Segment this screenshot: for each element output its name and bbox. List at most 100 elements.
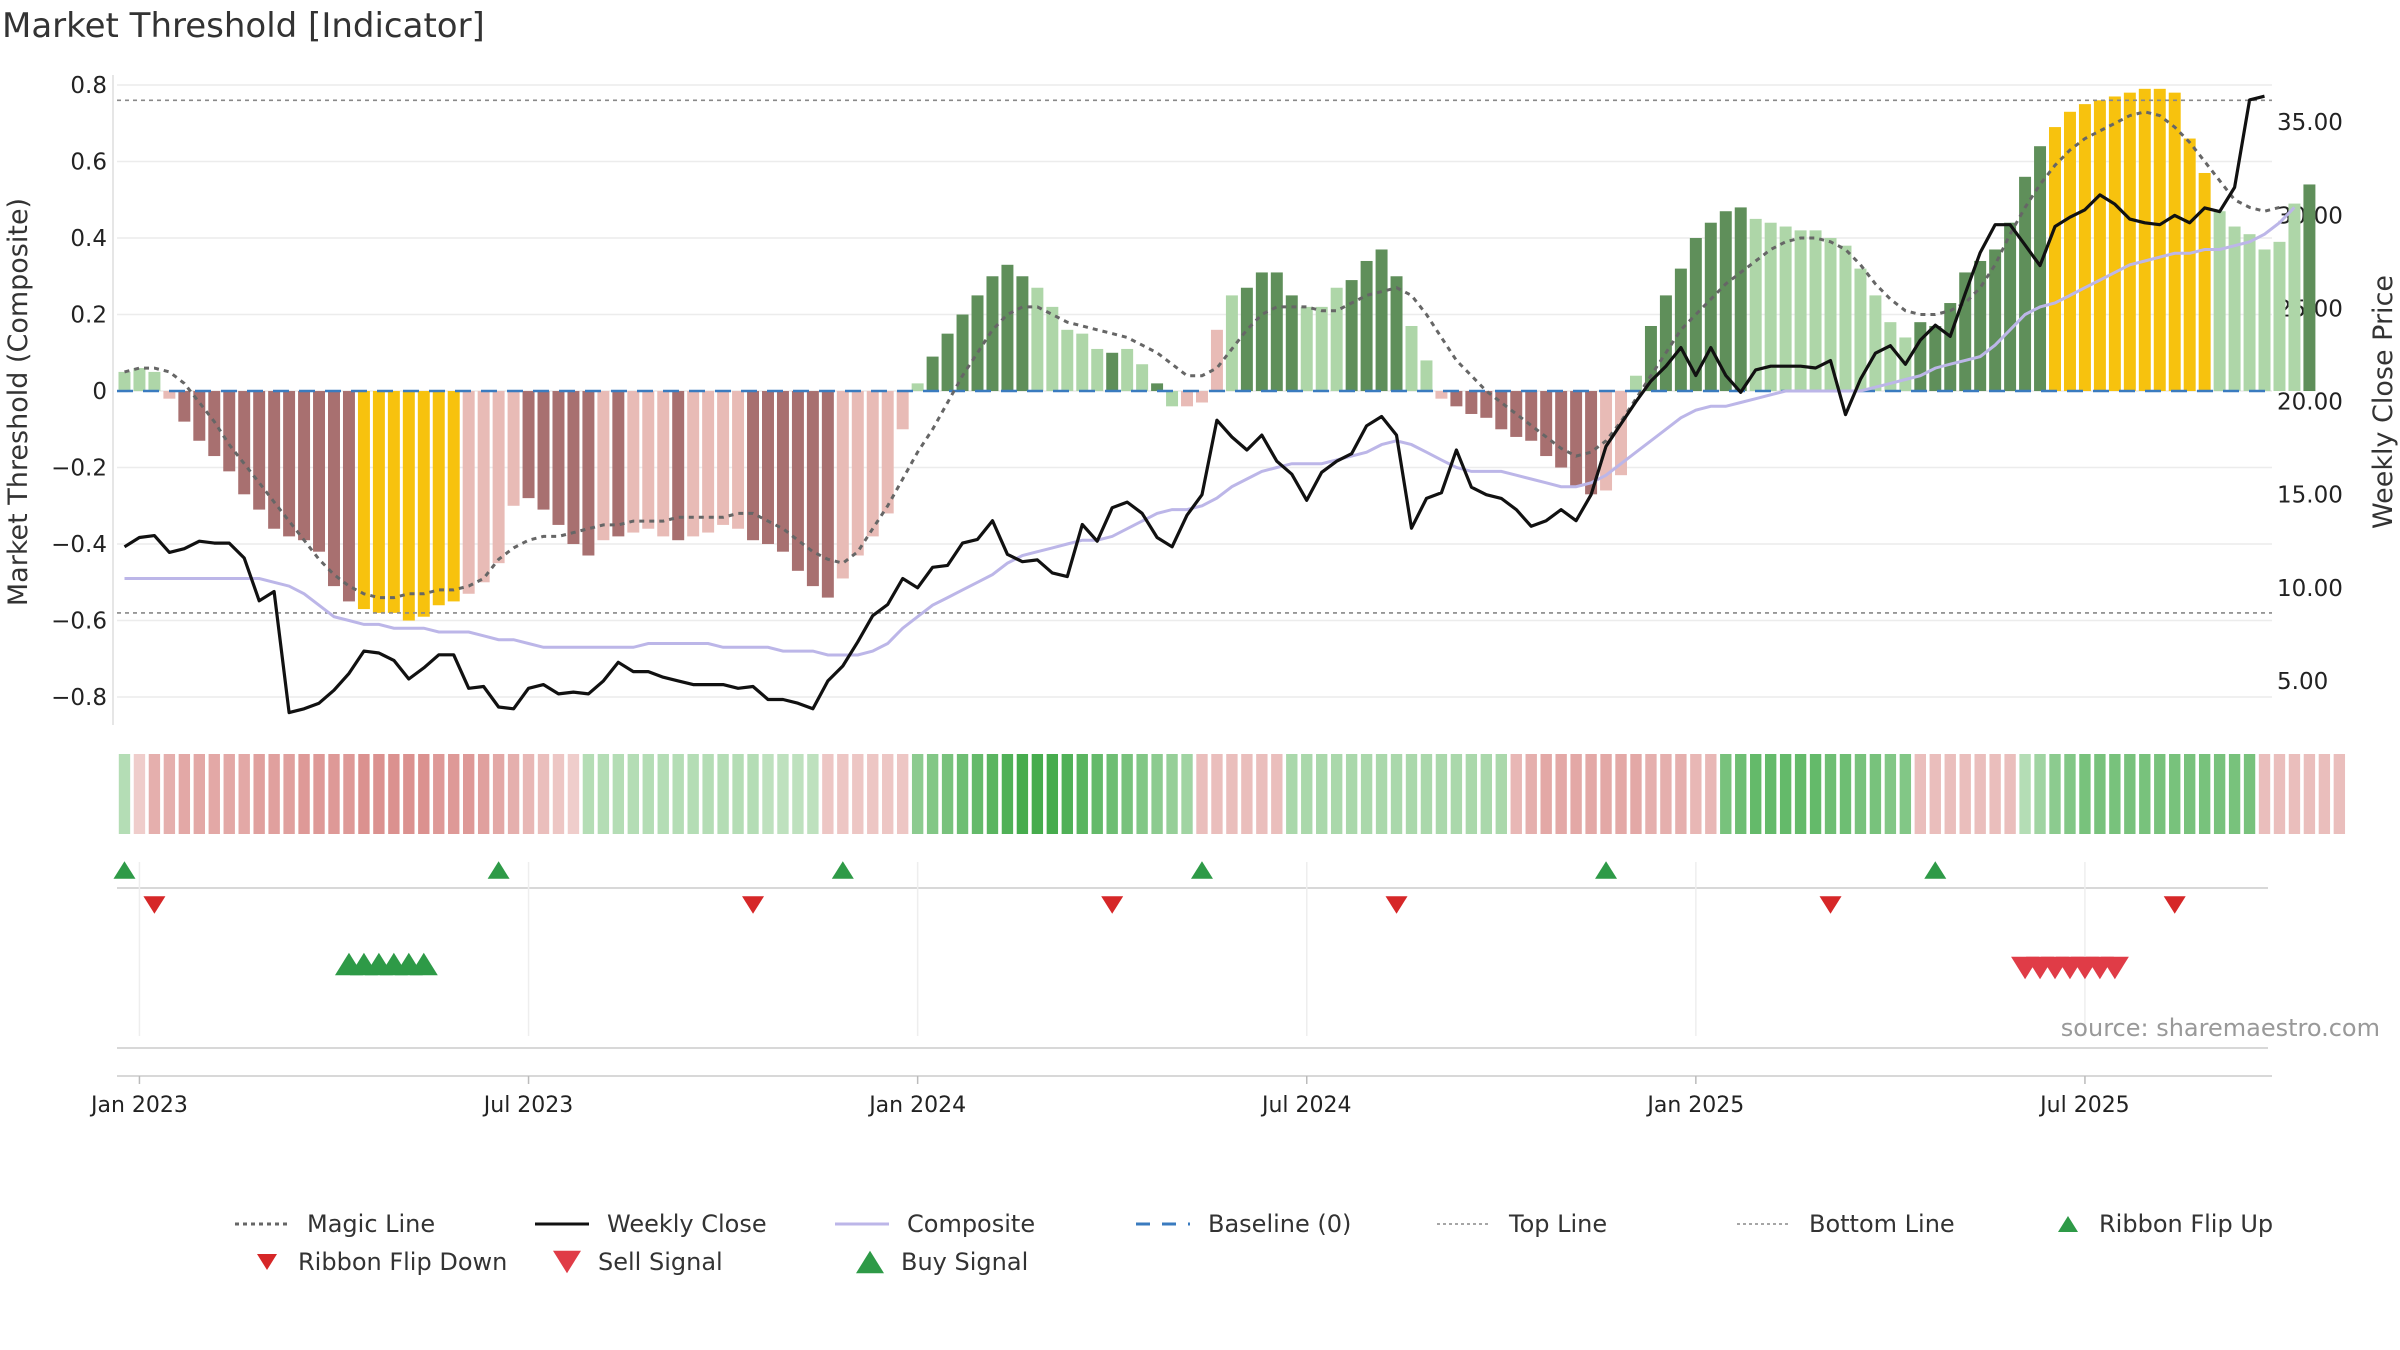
weekly-close-line	[123, 94, 2265, 715]
legend-item: Ribbon Flip Down	[252, 1248, 507, 1276]
composite-bar	[1300, 306, 1313, 392]
ribbon-flip-up-marker	[1924, 861, 1947, 879]
ribbon-cell	[1764, 754, 1777, 834]
ribbon-cell	[358, 754, 370, 834]
legend-swatch	[1136, 1222, 1190, 1226]
ribbon-cell	[1720, 754, 1732, 834]
composite-bar	[1525, 391, 1538, 441]
composite-bar	[762, 391, 774, 545]
ribbon-cell	[477, 754, 490, 834]
legend-item: Sell Signal	[552, 1248, 723, 1276]
composite-bar	[1240, 287, 1253, 392]
legend-label: Buy Signal	[901, 1248, 1029, 1276]
composite-bar	[477, 391, 490, 583]
ribbon-cell	[2318, 754, 2331, 834]
composite-bar	[1016, 276, 1029, 392]
x-tick-label: Jul 2023	[482, 1093, 574, 1118]
ribbon-cell	[268, 754, 280, 834]
composite-bar	[1315, 306, 1328, 392]
ribbon-cell	[2079, 754, 2091, 834]
ribbon-cell	[1779, 754, 1792, 834]
ribbon-cell	[1824, 754, 1837, 834]
ribbon-cell	[2273, 754, 2286, 834]
ribbon-cell	[732, 754, 744, 834]
axis-titles: Market Threshold (Composite) Weekly Close…	[3, 198, 2399, 606]
composite-bar	[402, 391, 415, 621]
composite-bar	[1495, 391, 1508, 430]
composite-bar	[612, 391, 625, 537]
composite-bar	[567, 391, 580, 545]
composite-bar	[1210, 329, 1223, 392]
composite-bar	[1644, 325, 1657, 392]
legend-item: Composite	[833, 1210, 1035, 1238]
composite-bar	[253, 391, 266, 510]
ribbon-cell	[328, 754, 340, 834]
x-tick-label: Jul 2025	[2038, 1093, 2130, 1118]
ribbon-cell	[133, 754, 146, 834]
composite-bar	[2123, 92, 2136, 392]
legend-item: Weekly Close	[533, 1210, 767, 1238]
left-tick-label: −0.2	[51, 456, 107, 482]
composite-bar	[627, 391, 640, 533]
ribbon-cell	[1016, 754, 1029, 834]
x-tick-label: Jan 2024	[867, 1093, 966, 1118]
ribbon-cell	[1525, 754, 1537, 834]
composite-bar	[776, 391, 789, 552]
composite-bar	[1181, 391, 1194, 407]
ribbon-cell	[223, 754, 235, 834]
ribbon-cell	[388, 754, 400, 834]
ribbon-cell	[1690, 754, 1702, 834]
composite-bar	[163, 391, 176, 399]
ribbon-cell	[1345, 754, 1358, 834]
ribbon-cell	[1645, 754, 1657, 834]
ribbon-cell	[582, 754, 595, 834]
ribbon-cell	[1390, 754, 1403, 834]
composite-bar	[387, 391, 400, 613]
composite-bar	[2004, 222, 2017, 392]
legend-swatch	[2058, 1216, 2078, 1232]
ribbon-cell	[1869, 754, 1882, 834]
right-tick-label: 15.00	[2277, 483, 2343, 509]
composite-bar	[1824, 238, 1837, 392]
ribbon-cell	[1630, 754, 1642, 834]
ribbon-cell	[373, 754, 385, 834]
composite-bar	[1106, 352, 1119, 392]
composite-line	[124, 206, 2296, 657]
composite-bar	[1061, 329, 1074, 392]
composite-bar	[1540, 391, 1553, 457]
composite-bar	[971, 295, 984, 392]
ribbon-cell	[1510, 754, 1522, 834]
composite-bar	[2093, 100, 2106, 392]
ribbon-cell	[1375, 754, 1388, 834]
composite-bar	[1345, 280, 1358, 392]
left-tick-label: 0.2	[70, 303, 107, 329]
ribbon-cell	[448, 754, 460, 834]
composite-bar	[866, 391, 879, 537]
ribbon-cell	[1555, 754, 1567, 834]
composite-bar	[1330, 287, 1343, 392]
composite-bar	[732, 391, 745, 529]
ribbon-flip-down-marker	[1819, 896, 1842, 914]
ribbon-cell	[1405, 754, 1418, 834]
ribbon-cell	[418, 754, 430, 834]
ribbon-flip-down-marker	[2163, 896, 2186, 914]
ribbon-cell	[1330, 754, 1343, 834]
ribbon-cell	[238, 754, 250, 834]
ribbon-flip-up-marker	[1190, 861, 1213, 879]
ribbon-cell	[777, 754, 789, 834]
magic-line	[124, 110, 2280, 600]
composite-bar	[2078, 104, 2091, 392]
ribbon-cell	[2169, 754, 2181, 834]
composite-bar	[1974, 260, 1987, 392]
legend-swatch	[1737, 1223, 1791, 1225]
composite-bar	[342, 391, 355, 602]
composite-bar	[1405, 325, 1418, 392]
ribbon-cell	[911, 754, 924, 834]
composite-bar	[1136, 364, 1149, 392]
composite-bar	[1689, 238, 1702, 392]
composite-bar	[791, 391, 804, 571]
ribbon-cell	[792, 754, 804, 834]
ribbon-cell	[1660, 754, 1672, 834]
ribbon-cell	[2228, 754, 2241, 834]
composite-bar	[432, 391, 445, 606]
